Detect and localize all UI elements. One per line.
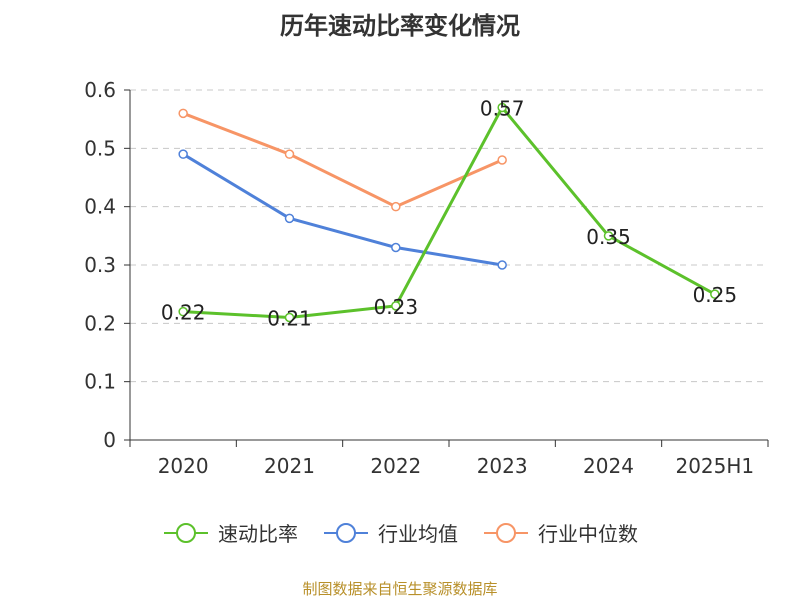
x-tick-label: 2021	[264, 454, 315, 478]
series-line-0	[183, 106, 716, 319]
data-point-1-0[interactable]	[178, 149, 188, 159]
x-tick-label: 2020	[158, 454, 209, 478]
legend-item-industry-median[interactable]: 行业中位数	[482, 518, 638, 547]
data-source-note: 制图数据来自恒生聚源数据库	[302, 580, 498, 598]
legend-item-quick-ratio[interactable]: 速动比率	[162, 518, 298, 547]
legend-swatch-industry-median	[484, 522, 528, 543]
data-label: 0.25	[693, 283, 738, 307]
legend: 速动比率 行业均值 行业中位数	[0, 518, 800, 547]
series-line-2	[182, 111, 503, 209]
legend-swatch-industry-mean	[324, 522, 368, 543]
data-point-0-5[interactable]	[710, 289, 720, 299]
data-point-0-1[interactable]	[284, 312, 295, 323]
y-tick-label: 0.5	[84, 136, 116, 160]
x-tick-label: 2023	[477, 454, 528, 478]
y-tick-label: 0.2	[84, 311, 116, 335]
chart-title: 历年速动比率变化情况	[280, 12, 520, 40]
data-point-2-3[interactable]	[497, 155, 507, 165]
data-label: 0.22	[161, 301, 206, 325]
data-label: 0.23	[374, 295, 419, 319]
x-tick-label: 2022	[370, 454, 421, 478]
x-tick-label: 2024	[583, 454, 634, 478]
series-line-1	[182, 152, 503, 267]
data-label: 0.57	[480, 97, 525, 121]
data-point-0-0[interactable]	[178, 306, 188, 317]
legend-label-industry-median: 行业中位数	[538, 522, 638, 546]
data-point-2-1[interactable]	[284, 149, 295, 159]
data-point-0-4[interactable]	[603, 231, 614, 241]
y-tick-label: 0.4	[84, 195, 116, 219]
data-point-2-0[interactable]	[178, 108, 188, 119]
legend-swatch-quick-ratio	[164, 522, 208, 543]
y-tick-label: 0.3	[84, 253, 116, 277]
data-point-0-2[interactable]	[391, 301, 401, 311]
data-point-1-2[interactable]	[391, 242, 401, 253]
legend-item-industry-mean[interactable]: 行业均值	[322, 518, 458, 547]
y-tick-label: 0.6	[84, 78, 116, 102]
data-point-0-3[interactable]	[497, 102, 507, 113]
legend-label-industry-mean: 行业均值	[378, 522, 458, 546]
x-tick-label: 2025H1	[675, 454, 754, 478]
y-tick-label: 0.1	[84, 370, 116, 394]
data-point-1-3[interactable]	[497, 260, 507, 270]
y-tick-label: 0	[103, 428, 116, 452]
legend-label-quick-ratio: 速动比率	[218, 522, 298, 546]
data-point-2-2[interactable]	[391, 201, 401, 212]
data-label: 0.21	[267, 307, 312, 331]
data-point-1-1[interactable]	[284, 213, 295, 224]
data-label: 0.35	[586, 225, 631, 249]
